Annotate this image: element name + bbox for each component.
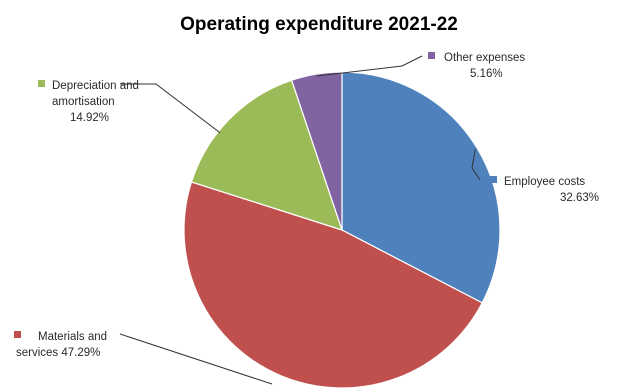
label-color-marker [38,80,45,87]
data-label: Materials and [38,331,107,343]
pie-slice-depreciation-and-amortisation [190,79,343,231]
pie-slices [183,71,501,389]
label-color-marker [490,176,497,183]
leader-lines [119,55,481,385]
leader-line [316,55,423,77]
pie-slice-other-expenses [290,71,343,231]
data-label: Depreciation and [52,80,139,92]
pie-slice-materials-and-services [183,181,483,389]
data-label: amortisation [52,96,115,108]
data-label: Other expenses [444,52,525,64]
leader-line [471,148,481,181]
label-color-marker [14,331,21,338]
data-label: Employee costs [504,176,585,188]
pie-slice-employee-costs [341,71,501,304]
data-labels: Employee costs 32.63% Materials and service… [14,52,599,359]
data-label: 14.92% [70,112,109,124]
data-label: services 47.29% [16,347,100,359]
leader-line [119,333,273,385]
chart-title: Operating expenditure 2021-22 [180,14,458,35]
leader-line [120,83,221,134]
data-label: 5.16% [470,68,503,80]
label-color-marker [428,52,435,59]
data-label: 32.63% [560,192,599,204]
